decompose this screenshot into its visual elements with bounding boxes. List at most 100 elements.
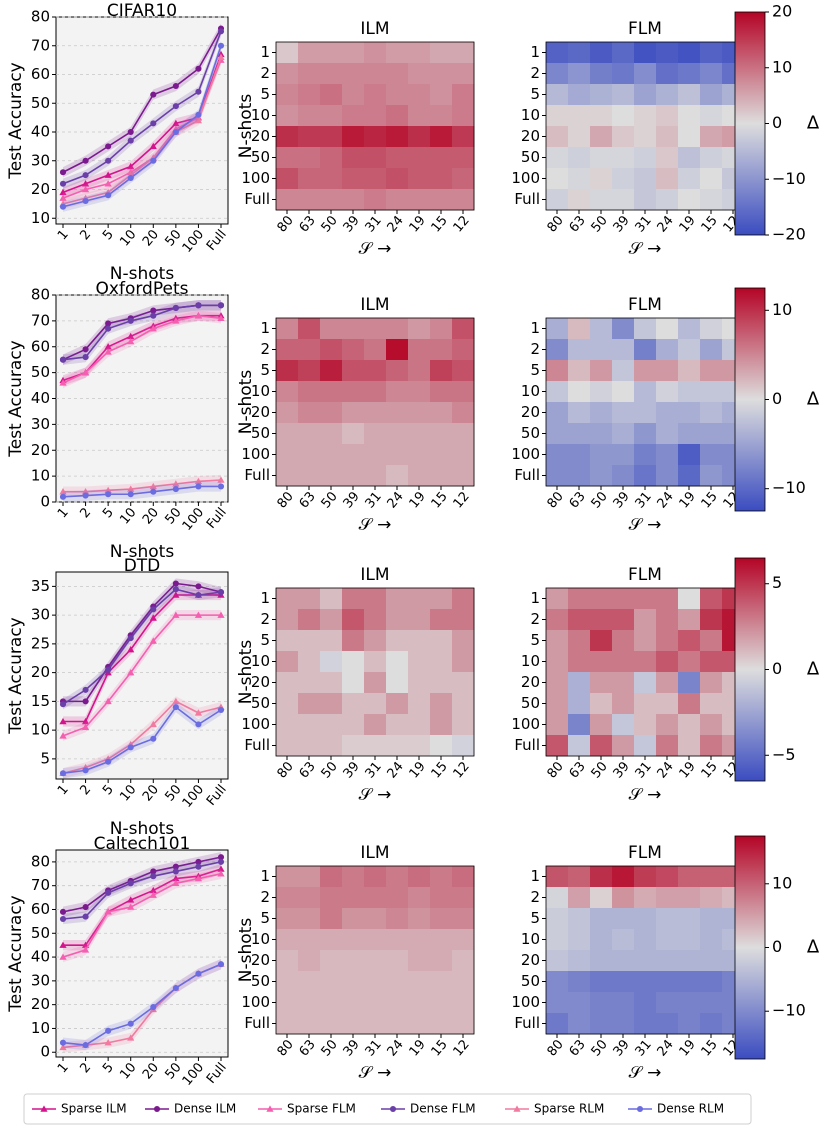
dtd-flm-cell: [612, 693, 635, 715]
cifar10-ilm-cell: [386, 105, 409, 127]
dtd-flm-col-label: 15: [699, 759, 721, 781]
cifar10-ilm-cell: [430, 84, 453, 106]
oxfordpets-flm-cell: [612, 465, 635, 487]
cifar10-flm-col-label: 31: [633, 213, 655, 235]
oxfordpets-flm-cell: [656, 423, 679, 445]
dtd-dense-flm-point: [127, 635, 134, 642]
cifar10-flm-cell: [700, 126, 723, 148]
caltech101-sparse-rlm-point: [104, 1039, 112, 1046]
cifar10-sparse-ilm-point: [81, 180, 90, 187]
caltech101-sparse-ilm-point: [217, 865, 225, 872]
caltech101-flm-cell: [612, 887, 635, 909]
caltech101-flm-cell: [590, 971, 613, 993]
dtd-ilm-cell: [298, 735, 321, 757]
cifar10-flm-cell: [568, 168, 591, 190]
caltech101-ilm-cell: [452, 929, 475, 951]
dtd-ilm-cell: [276, 672, 299, 694]
cifar10-flm-col-label: 19: [677, 213, 699, 235]
cifar10-flm-row-label: 10: [521, 106, 540, 124]
oxfordpets-ilm-cell: [342, 381, 365, 403]
dtd-sparse-flm-point: [104, 697, 112, 705]
cifar10-flm-cell: [568, 126, 591, 148]
cifar10-ilm-cell: [408, 147, 431, 169]
dtd-ilm-cell: [408, 693, 431, 715]
caltech101-flm-cell: [678, 971, 701, 993]
dtd-sparse-flm-point: [172, 611, 180, 618]
oxfordpets-flm-cell: [700, 360, 723, 382]
oxfordpets-dense-flm-point: [127, 317, 134, 324]
dtd-flm-cell: [568, 651, 591, 673]
dtd-ilm-col-label: 24: [385, 759, 407, 781]
dtd-flm-cell: [590, 630, 613, 652]
cifar10-dense-ilm-point: [195, 65, 202, 72]
dtd-flm-cell: [678, 714, 701, 736]
cifar10-dense-flm-point: [172, 103, 179, 110]
dtd-ilm-cell: [408, 630, 431, 652]
oxfordpets-ilm-cell: [298, 381, 321, 403]
cifar10-flm-row-label: 5: [530, 85, 540, 103]
cifar10-flm-cell: [656, 147, 679, 169]
cifar10-xtick-label: Full: [204, 227, 230, 254]
oxfordpets-ilm-cell: [430, 402, 453, 424]
cifar10-ilm-cell: [298, 84, 321, 106]
dtd-sparse-ilm-point: [172, 591, 180, 598]
dtd-flm-title: FLM: [628, 565, 662, 585]
cifar10-dense-flm-point: [195, 88, 202, 95]
caltech101-flm-cell: [678, 1013, 701, 1035]
cifar10-sparse-flm-band: [63, 54, 221, 204]
cifar10-ilm-cell: [320, 84, 343, 106]
caltech101-ilm-cell: [320, 866, 343, 888]
oxfordpets-flm-cell: [700, 423, 723, 445]
dtd-ytick-label: 30: [31, 606, 50, 624]
cifar10-ilm-cell: [320, 147, 343, 169]
dtd-ilm-cell: [276, 693, 299, 715]
oxfordpets-ilm-col-label: 80: [275, 489, 297, 511]
dtd-ilm-cell: [298, 714, 321, 736]
caltech101-ilm-cell: [430, 929, 453, 951]
cifar10-ilm-row-label: 1: [260, 43, 270, 61]
dtd-flm-cell: [546, 588, 569, 610]
oxfordpets-ilm-cell: [386, 339, 409, 361]
cifar10-sparse-rlm-line: [62, 56, 222, 205]
oxfordpets-xtick-label: 100: [180, 505, 207, 534]
oxfordpets-sparse-rlm-point: [172, 480, 180, 487]
dtd-flm-cell: [634, 672, 657, 694]
caltech101-ilm-cell: [364, 992, 387, 1014]
caltech101-flm-row-label: 100: [511, 993, 540, 1011]
caltech101-dense-ilm-point: [172, 863, 179, 870]
oxfordpets-xtick-label: 10: [117, 505, 139, 527]
oxfordpets-flm-cell: [546, 402, 569, 424]
cifar10-ilm-cell: [364, 147, 387, 169]
cifar10-ilm-cell: [364, 42, 387, 64]
cifar10-sparse-ilm-point: [127, 162, 135, 170]
dtd-flm-cell: [612, 714, 635, 736]
cifar10-dense-rlm-point: [195, 111, 202, 118]
cifar10-flm-cell: [612, 168, 635, 190]
dtd-sparse-ilm-point: [59, 717, 67, 725]
dtd-ilm-row-label: 2: [260, 610, 270, 628]
dtd-flm-row-label: 50: [521, 694, 540, 712]
oxfordpets-ilm-cell: [408, 444, 431, 466]
cifar10-flm-cell: [656, 84, 679, 106]
oxfordpets-ilm-cell: [320, 318, 343, 340]
caltech101-ilm-cell: [342, 950, 365, 972]
oxfordpets-ilm-cell: [364, 360, 387, 382]
caltech101-flm-cell: [590, 1013, 613, 1035]
caltech101-flm-col-label: 15: [699, 1037, 721, 1059]
cifar10-ilm-cell: [320, 63, 343, 85]
cifar10-xtick-label: 10: [117, 227, 139, 249]
dtd-ilm-cell: [276, 714, 299, 736]
cifar10-title: CIFAR10: [107, 1, 177, 21]
oxfordpets-flm-row-label: 100: [511, 445, 540, 463]
cifar10-ilm-cell: [430, 168, 453, 190]
cifar10-ilm-cell: [408, 42, 431, 64]
caltech101-flm-cell: [634, 887, 657, 909]
caltech101-sparse-flm-point: [172, 879, 180, 887]
cifar10-ilm-cell: [342, 63, 365, 85]
dtd-xtick-label: 5: [100, 782, 117, 798]
oxfordpets-ytick-label: 30: [31, 415, 50, 433]
dtd-ilm-cell: [452, 714, 475, 736]
cifar10-sparse-ilm-point: [172, 119, 180, 127]
caltech101-flm-row-label: 1: [530, 867, 540, 885]
caltech101-dense-flm-point: [82, 913, 89, 920]
